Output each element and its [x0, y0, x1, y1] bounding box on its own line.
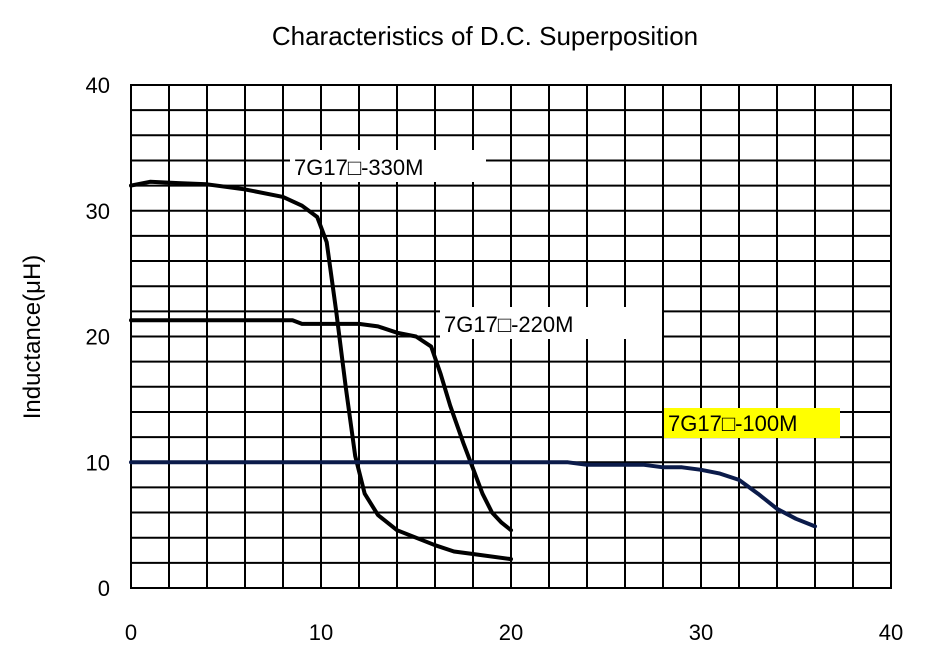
y-tick-label: 0 [98, 576, 110, 601]
y-tick-label: 40 [86, 73, 110, 98]
series-line-3 [129, 460, 817, 529]
y-tick-label: 20 [86, 325, 110, 350]
x-axis-ticks: 0 10 20 30 40 [125, 620, 903, 645]
series-labels: 7G17□-330M 7G17□-220M 7G17□-100M [290, 150, 840, 438]
y-axis-ticks: 0 10 20 30 40 [86, 73, 110, 601]
series-label-2: 7G17□-220M [444, 312, 573, 337]
y-tick-label: 30 [86, 199, 110, 224]
series-lines [129, 179, 817, 562]
y-axis-label: Inductance(μH) [19, 255, 46, 420]
chart-title: Characteristics of D.C. Superposition [272, 21, 698, 51]
series-line-1 [129, 179, 513, 562]
x-tick-label: 30 [689, 620, 713, 645]
series-label-3: 7G17□-100M [668, 411, 797, 436]
x-tick-label: 10 [309, 620, 333, 645]
series-line-2 [129, 318, 513, 533]
x-tick-label: 40 [879, 620, 903, 645]
series-label-background [440, 307, 662, 339]
series-label-background [290, 150, 486, 182]
x-tick-label: 0 [125, 620, 137, 645]
series-label-background [664, 408, 840, 438]
x-tick-label: 20 [499, 620, 523, 645]
y-tick-label: 10 [86, 450, 110, 475]
series-label-1: 7G17□-330M [294, 155, 423, 180]
